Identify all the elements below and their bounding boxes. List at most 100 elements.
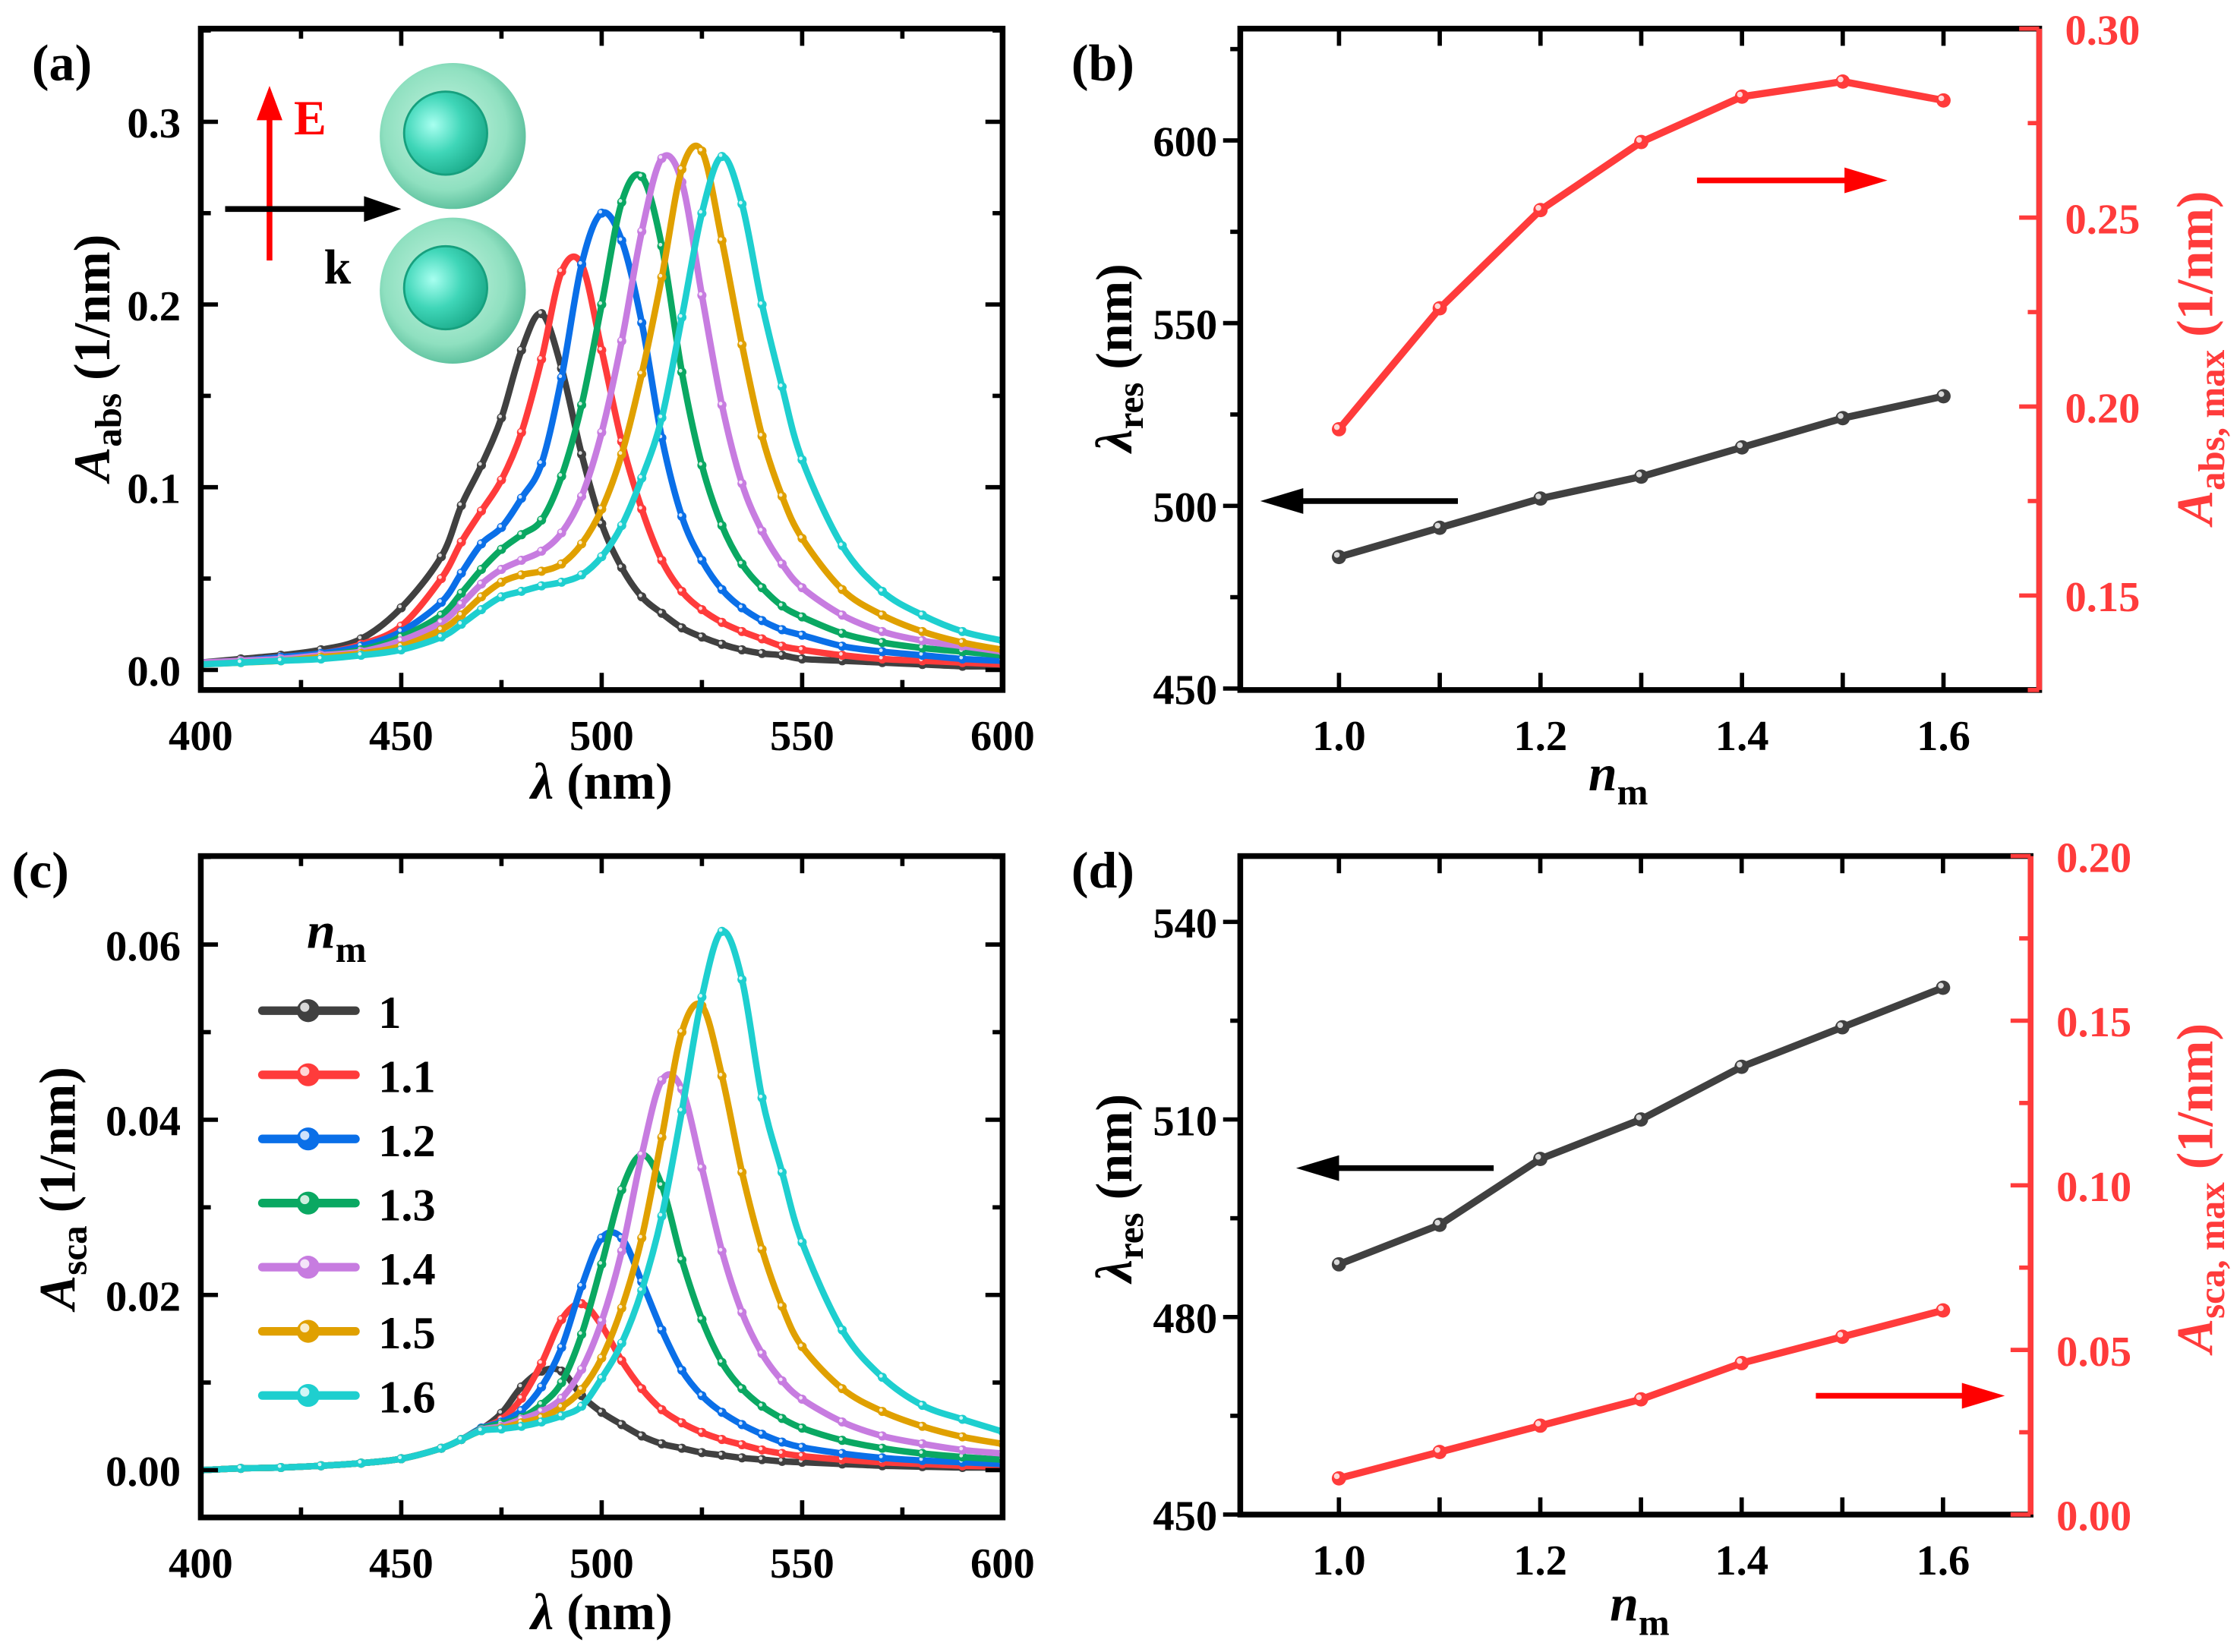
data-point <box>557 1402 566 1412</box>
data-point-highlight <box>638 1151 642 1155</box>
inset-illustration: E k <box>225 62 526 364</box>
data-point <box>757 1244 767 1254</box>
data-point <box>557 577 566 587</box>
data-point <box>557 1314 566 1325</box>
data-point-highlight <box>458 502 462 506</box>
data-point <box>516 345 526 355</box>
data-point <box>757 634 767 644</box>
data-point <box>476 506 487 516</box>
data-point <box>777 491 787 501</box>
y-tick-label-right: 0.05 <box>2056 1329 2131 1376</box>
data-point-highlight <box>678 1029 683 1033</box>
data-point-highlight <box>838 1450 843 1455</box>
x-tick-label: 1.2 <box>1513 1537 1567 1584</box>
y-tick-label: 0.02 <box>106 1273 181 1320</box>
data-point-highlight <box>759 1446 763 1451</box>
panel-label-d: (d) <box>1071 842 1134 899</box>
data-point-highlight <box>538 1418 542 1423</box>
data-point-highlight <box>638 1385 642 1389</box>
data-point-highlight <box>699 556 703 561</box>
data-point-highlight <box>799 1343 803 1348</box>
data-point-highlight <box>638 1433 642 1437</box>
data-point <box>677 512 687 522</box>
data-point-highlight <box>458 538 462 543</box>
data-point <box>697 555 707 566</box>
data-point <box>838 1417 847 1427</box>
x-tick-label: 1.4 <box>1715 713 1769 760</box>
data-point <box>557 471 566 481</box>
data-point-highlight <box>458 611 462 616</box>
data-point <box>276 656 286 666</box>
data-point-highlight <box>538 460 542 465</box>
data-point-highlight <box>238 659 241 664</box>
data-point-highlight <box>1838 413 1844 419</box>
data-point-highlight <box>538 568 542 572</box>
data-point-highlight <box>959 655 964 660</box>
data-point-highlight <box>838 542 843 547</box>
legend-marker-highlight <box>300 1002 310 1012</box>
data-point <box>697 460 707 470</box>
e-field-arrow-icon <box>256 86 282 261</box>
data-point <box>797 1237 807 1247</box>
plot-frame <box>1237 853 2034 1518</box>
data-point <box>557 1378 566 1388</box>
y-tick-label-right: 0.15 <box>2065 574 2141 621</box>
e-field-label: E <box>294 91 327 145</box>
data-point-highlight <box>558 560 563 565</box>
data-point-highlight <box>699 147 703 152</box>
panel-c-xlabel: λ (nm) <box>528 1584 673 1641</box>
data-point-highlight <box>799 1239 803 1244</box>
data-point-highlight <box>799 456 803 461</box>
data-point <box>737 478 747 488</box>
data-point <box>617 197 626 207</box>
data-point-highlight <box>578 1386 582 1390</box>
data-point <box>557 1342 566 1352</box>
data-point <box>456 500 466 510</box>
data-point <box>497 522 506 532</box>
data-point <box>797 583 807 593</box>
series-1.2 <box>200 208 1003 667</box>
data-point <box>1533 1152 1547 1167</box>
data-point <box>637 504 647 514</box>
data-point-highlight <box>1434 1446 1440 1453</box>
data-point-highlight <box>358 651 362 656</box>
data-point <box>697 1427 707 1437</box>
data-point <box>838 1436 847 1446</box>
data-point-highlight <box>638 593 642 597</box>
data-point <box>617 336 626 346</box>
data-point-highlight <box>799 1452 803 1457</box>
legend-item-1.2: 1.2 <box>257 1116 436 1167</box>
data-point-highlight <box>618 1421 623 1426</box>
data-point <box>717 1357 727 1367</box>
data-point-highlight <box>879 1408 883 1412</box>
data-point-highlight <box>678 513 683 517</box>
arrow-right-icon <box>1816 1382 2005 1409</box>
y-tick-label: 0.06 <box>106 923 181 970</box>
data-point-highlight <box>738 1168 743 1173</box>
data-point-highlight <box>578 572 582 575</box>
data-point-highlight <box>458 601 462 605</box>
data-point-highlight <box>718 402 723 406</box>
data-point-highlight <box>437 599 442 603</box>
data-point <box>657 1211 667 1221</box>
data-point-highlight <box>778 1458 783 1462</box>
y-tick-label-right: 0.25 <box>2065 196 2141 243</box>
data-point-highlight <box>919 1423 923 1427</box>
data-point <box>737 1168 747 1178</box>
legend-label: 1.5 <box>378 1308 435 1359</box>
legend-label: 1.2 <box>378 1116 435 1167</box>
data-point <box>617 235 626 245</box>
data-point-highlight <box>658 556 663 561</box>
data-point <box>657 1439 667 1449</box>
data-point <box>537 581 547 591</box>
data-point-highlight <box>759 617 763 622</box>
data-point <box>877 647 888 657</box>
data-point <box>476 604 487 615</box>
data-point <box>877 626 888 636</box>
data-point-highlight <box>638 474 642 479</box>
y-tick-label: 0.2 <box>127 283 181 330</box>
data-point <box>777 651 787 660</box>
data-point-highlight <box>759 584 763 588</box>
data-point-highlight <box>718 641 723 645</box>
data-point-highlight <box>618 451 623 456</box>
